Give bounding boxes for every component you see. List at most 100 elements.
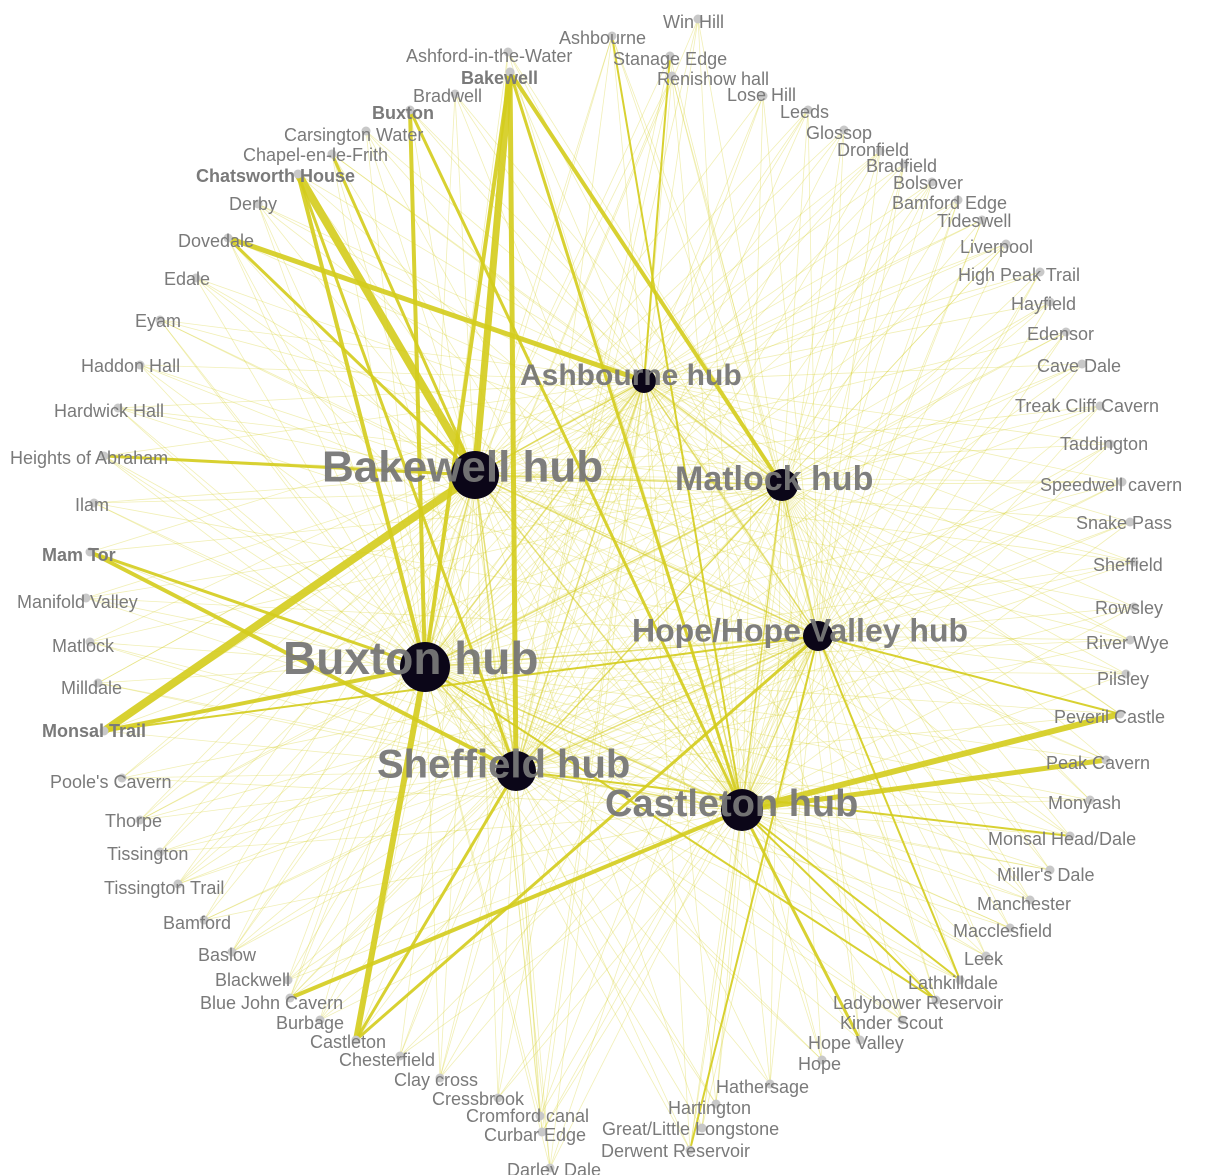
site-node-river-wye[interactable] (1125, 635, 1135, 645)
site-node-win-hill[interactable] (693, 14, 703, 24)
site-node-kinder-scout[interactable] (897, 1015, 907, 1025)
site-node-hope-valley[interactable] (855, 1035, 865, 1045)
site-node-buxton[interactable] (405, 105, 415, 115)
site-node-leeds[interactable] (803, 105, 813, 115)
site-node-cressbrook[interactable] (493, 1093, 503, 1103)
hub-node-buxton[interactable] (400, 642, 450, 692)
site-node-curbar-edge[interactable] (537, 1127, 547, 1137)
site-node-hope[interactable] (817, 1055, 827, 1065)
site-node-taddington[interactable] (1105, 439, 1115, 449)
hub-node-bakewell[interactable] (451, 451, 499, 499)
site-node-hartington[interactable] (711, 1099, 721, 1109)
site-node-renishow-hall[interactable] (667, 71, 677, 81)
edge-renishow-hall-matlock (671, 75, 783, 486)
edge-blue-john-cavern-buxton (289, 666, 426, 999)
site-node-dronfield[interactable] (875, 146, 885, 156)
site-node-baslow[interactable] (227, 947, 237, 957)
site-node-ashford-in-the-water[interactable] (503, 47, 513, 57)
site-node-peak-cavern[interactable] (1101, 755, 1111, 765)
site-node-stanage-edge[interactable] (665, 51, 675, 61)
site-node-matlock[interactable] (85, 637, 95, 647)
site-node-dovedale[interactable] (223, 233, 233, 243)
site-node-pilsley[interactable] (1121, 669, 1131, 679)
site-node-monsal-trail[interactable] (99, 726, 109, 736)
edge-monsal-trail-hope (103, 635, 819, 732)
site-node-liverpool[interactable] (1001, 239, 1011, 249)
hub-node-ashbourne[interactable] (632, 369, 656, 393)
site-node-thorpe[interactable] (135, 815, 145, 825)
site-node-manchester[interactable] (1025, 895, 1035, 905)
hub-node-sheffield[interactable] (496, 751, 536, 791)
site-node-bamford-edge[interactable] (953, 195, 963, 205)
site-node-peveril-castle[interactable] (1115, 709, 1125, 719)
edge-renishow-hall-buxton (424, 75, 673, 668)
site-node-haddon-hall[interactable] (135, 360, 145, 370)
site-node-hardwick-hall[interactable] (113, 403, 123, 413)
site-node-bradfield[interactable] (899, 159, 909, 169)
edge-haddon-hall-ashbourne (139, 364, 645, 382)
site-node-blackwell[interactable] (283, 975, 293, 985)
edge-buxton-castleton (408, 108, 744, 812)
site-node-lathkilldale[interactable] (955, 975, 965, 985)
site-node-burbage[interactable] (315, 1015, 325, 1025)
site-node-edale[interactable] (191, 273, 201, 283)
site-node-castleton[interactable] (351, 1035, 361, 1045)
edge-pilsley-castleton (741, 673, 1127, 811)
site-node-cave-dale[interactable] (1077, 359, 1087, 369)
edge-bradfield-bakewell (474, 163, 905, 476)
edge-sheffield-matlock (781, 484, 1135, 563)
site-node-great-little-longstone[interactable] (697, 1123, 707, 1133)
site-node-darley-dale[interactable] (545, 1163, 555, 1173)
site-node-bakewell[interactable] (505, 67, 515, 77)
edge-macclesfield-castleton (741, 809, 1011, 929)
site-node-milldale[interactable] (93, 678, 103, 688)
edge-liverpool-hope (817, 243, 1007, 637)
site-node-monyash[interactable] (1085, 795, 1095, 805)
hub-node-castleton[interactable] (721, 789, 763, 831)
site-node-cromford-canal[interactable] (535, 1111, 545, 1121)
site-node-speedwell-cavern[interactable] (1117, 477, 1127, 487)
site-node-tideswell[interactable] (977, 215, 987, 225)
site-node-tissington-trail[interactable] (173, 879, 183, 889)
site-node-ilam[interactable] (89, 498, 99, 508)
site-node-lose-hill[interactable] (758, 91, 768, 101)
hub-node-hope[interactable] (803, 621, 833, 651)
site-node-bamford[interactable] (199, 915, 209, 925)
edge-taddington-sheffield (515, 443, 1111, 772)
site-node-chatsworth-house[interactable] (293, 169, 303, 179)
site-node-chesterfield[interactable] (395, 1051, 405, 1061)
site-node-snake-pass[interactable] (1125, 517, 1135, 527)
site-node-rowsley[interactable] (1129, 602, 1139, 612)
site-node-bolsover[interactable] (927, 177, 937, 187)
edge-miller-s-dale-matlock (781, 484, 1051, 871)
edge-clay-cross-ashbourne (439, 380, 645, 1079)
site-node-ashbourne[interactable] (607, 31, 617, 41)
site-node-manifold-valley[interactable] (81, 593, 91, 603)
site-node-carsington-water[interactable] (361, 126, 371, 136)
site-node-heights-of-abraham[interactable] (99, 451, 109, 461)
site-node-treak-cliff-cavern[interactable] (1095, 401, 1105, 411)
site-node-derwent-reservoir[interactable] (685, 1145, 695, 1155)
hub-node-matlock[interactable] (766, 469, 798, 501)
site-node-hathersage[interactable] (765, 1079, 775, 1089)
site-node-ladybower-reservoir[interactable] (931, 995, 941, 1005)
site-node-blue-john-cavern[interactable] (285, 993, 295, 1003)
site-node-sheffield[interactable] (1129, 557, 1139, 567)
site-node-high-peak-trail[interactable] (1035, 267, 1045, 277)
site-node-monsal-head-dale[interactable] (1065, 831, 1075, 841)
site-node-bradwell[interactable] (450, 89, 460, 99)
site-node-tissington[interactable] (155, 847, 165, 857)
site-node-edensor[interactable] (1061, 327, 1071, 337)
edge-manchester-buxton (424, 666, 1031, 901)
site-node-clay-cross[interactable] (435, 1073, 445, 1083)
site-node-eyam[interactable] (155, 315, 165, 325)
site-node-mam-tor[interactable] (85, 547, 95, 557)
site-node-derby[interactable] (253, 199, 263, 209)
site-node-leek[interactable] (981, 951, 991, 961)
site-node-hayfield[interactable] (1045, 297, 1055, 307)
site-node-poole-s-cavern[interactable] (117, 773, 127, 783)
site-node-miller-s-dale[interactable] (1045, 865, 1055, 875)
site-node-glossop[interactable] (839, 125, 849, 135)
site-node-macclesfield[interactable] (1005, 923, 1015, 933)
site-node-chapel-en-le-frith[interactable] (327, 149, 337, 159)
